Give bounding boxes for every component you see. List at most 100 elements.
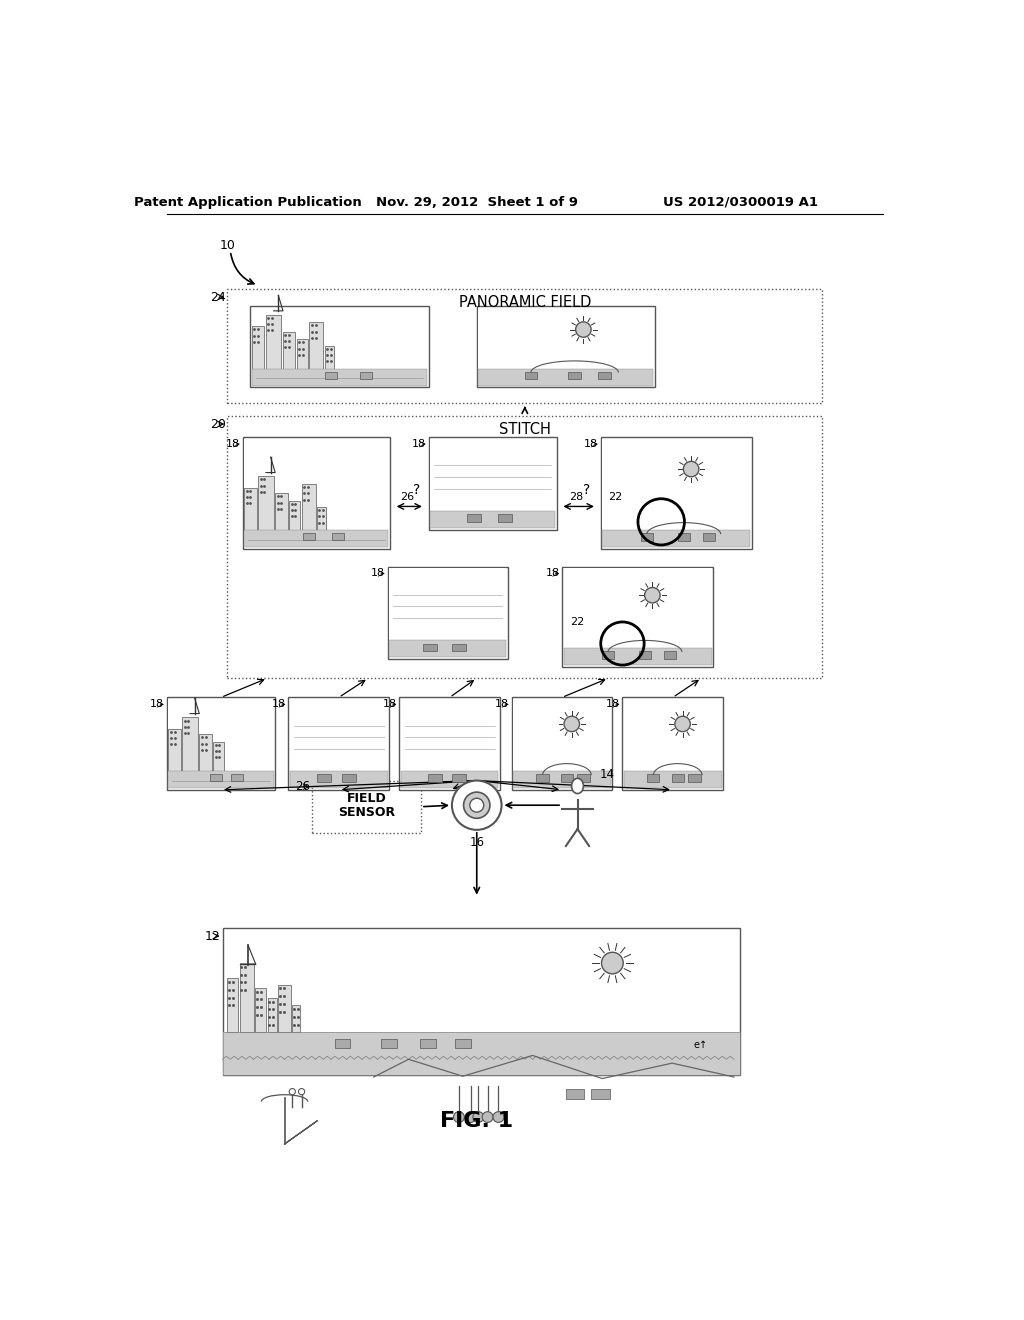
Bar [566,1089,585,1100]
Bar [478,368,653,385]
Bar [222,1032,740,1074]
Bar [498,515,512,521]
Circle shape [675,717,690,731]
Bar [222,1032,740,1074]
Text: 18: 18 [413,440,426,449]
Bar [400,771,499,788]
Circle shape [564,717,580,731]
Text: 18: 18 [272,700,286,709]
Text: SENSOR: SENSOR [338,807,395,820]
Bar [601,437,752,549]
Text: 18: 18 [606,700,621,709]
Bar [678,533,690,541]
Text: PANORAMIC FIELD: PANORAMIC FIELD [459,294,591,310]
Circle shape [464,792,489,818]
Bar [168,771,273,788]
Text: 12: 12 [205,929,220,942]
Bar [275,494,288,531]
Bar [624,700,722,788]
Bar [578,775,590,781]
Bar [168,700,273,788]
Circle shape [482,1111,493,1122]
Bar [381,1039,397,1048]
Bar [213,742,224,771]
Bar [453,644,466,651]
Bar [245,531,388,548]
Circle shape [575,322,591,337]
Bar [258,477,273,531]
Text: 18: 18 [151,700,165,709]
Bar [283,331,295,368]
Bar [400,700,499,788]
Bar [325,372,337,379]
Bar [359,372,372,379]
Bar [267,998,276,1032]
Bar [227,978,238,1032]
Bar [342,775,355,781]
Bar [467,515,481,521]
Text: 24: 24 [210,290,226,304]
Bar [245,488,257,531]
Bar [664,651,676,659]
Bar [290,771,388,788]
Text: 26: 26 [295,780,310,793]
Bar [428,775,442,781]
Text: Nov. 29, 2012  Sheet 1 of 9: Nov. 29, 2012 Sheet 1 of 9 [376,195,578,209]
Text: 16: 16 [469,836,484,849]
Bar [252,326,264,368]
Circle shape [601,952,624,974]
Bar [640,533,653,541]
Text: ?: ? [583,483,590,496]
Bar [325,346,334,368]
Bar [302,484,315,531]
Bar [332,533,344,540]
Bar [255,987,266,1032]
Text: e↑: e↑ [693,1040,708,1051]
Bar [537,775,549,781]
Bar [167,697,275,789]
Bar [478,308,653,385]
Bar [292,1006,300,1032]
Bar [562,566,713,667]
Bar [222,928,740,1074]
Bar [602,651,614,659]
Bar [317,507,327,531]
Text: 10: 10 [219,239,236,252]
Text: 18: 18 [546,569,560,578]
Bar [702,533,715,541]
Bar [227,416,822,678]
Bar [513,771,611,788]
Bar [512,697,612,789]
Bar [243,437,390,549]
Text: 18: 18 [226,440,241,449]
Text: ?: ? [414,483,421,496]
Bar [602,531,751,548]
Text: 22: 22 [569,616,584,627]
Bar [389,568,506,657]
Text: FIELD: FIELD [347,792,387,805]
Bar [182,718,198,771]
Bar [688,775,700,781]
Bar [420,1039,435,1048]
Bar [453,775,466,781]
Text: 28: 28 [569,492,584,502]
Bar [312,780,421,833]
Bar [317,775,331,781]
Bar [399,697,500,789]
Bar [430,511,555,528]
Bar [563,648,712,665]
Text: 18: 18 [585,440,598,449]
Bar [289,697,389,789]
Circle shape [299,1089,305,1094]
Ellipse shape [571,779,584,793]
Text: 18: 18 [496,700,509,709]
Bar [477,306,655,387]
Bar [389,640,506,657]
Circle shape [493,1111,504,1122]
Circle shape [452,780,502,830]
Bar [568,372,581,379]
Bar [230,775,243,781]
Bar [279,985,291,1032]
Text: US 2012/0300019 A1: US 2012/0300019 A1 [663,195,818,209]
Bar [289,502,300,531]
